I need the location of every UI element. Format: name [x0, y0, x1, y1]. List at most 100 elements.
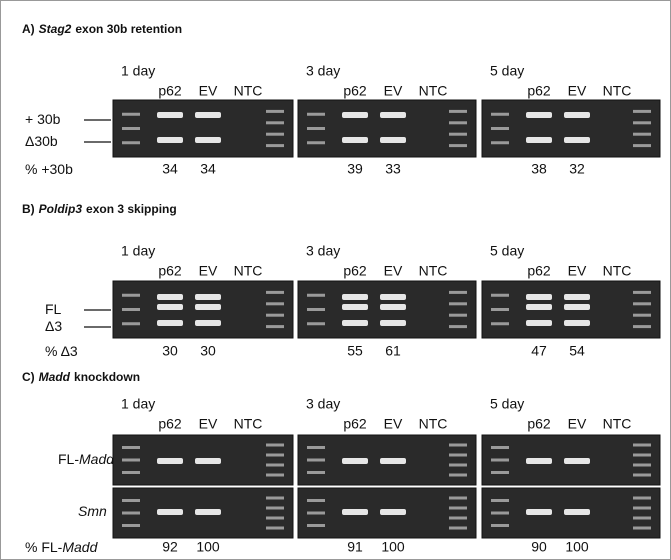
figure: A)Stag2exon 30b retention+ 30bΔ30b% +30b…: [0, 0, 671, 560]
panel-title-text: exon 30b retention: [75, 22, 182, 36]
band-label: FL: [45, 301, 62, 317]
band-label: FL-Madd: [58, 451, 115, 467]
sample-band: [526, 509, 552, 515]
ladder-band: [449, 291, 467, 294]
day-label: 5 day: [490, 243, 524, 259]
ladder-band: [266, 302, 284, 305]
percent-value: 100: [565, 539, 589, 555]
sample-band: [380, 320, 406, 326]
ladder-band: [633, 497, 651, 500]
ladder-band: [307, 459, 325, 462]
sample-band: [380, 509, 406, 515]
sample-band: [342, 112, 368, 118]
ladder-band: [633, 110, 651, 113]
sample-band: [564, 509, 590, 515]
ladder-band: [449, 444, 467, 447]
sample-band: [526, 137, 552, 143]
ladder-band: [307, 524, 325, 527]
sample-band: [342, 320, 368, 326]
percent-value: 32: [569, 161, 585, 177]
ladder-band: [449, 325, 467, 328]
ladder-band: [491, 141, 509, 144]
lane-label: EV: [384, 263, 403, 279]
panel-gene: Stag2: [39, 22, 72, 36]
ladder-band: [449, 121, 467, 124]
ladder-band: [449, 474, 467, 477]
ladder-band: [122, 322, 140, 325]
ladder-band: [266, 314, 284, 317]
ladder-band: [633, 144, 651, 147]
sample-band: [342, 294, 368, 300]
lane-label: EV: [199, 416, 218, 432]
ladder-band: [449, 314, 467, 317]
sample-band: [526, 112, 552, 118]
percent-value: 39: [347, 161, 363, 177]
ladder-band: [491, 512, 509, 515]
sample-band: [526, 458, 552, 464]
day-label: 3 day: [306, 63, 340, 79]
sample-band: [342, 509, 368, 515]
lane-label: p62: [527, 83, 551, 99]
ladder-band: [449, 110, 467, 113]
ladder-band: [266, 474, 284, 477]
ladder-band: [633, 527, 651, 530]
panel-label: A): [22, 22, 35, 36]
percent-label: % FL-Madd: [25, 539, 99, 555]
ladder-band: [266, 110, 284, 113]
panel-title-text: exon 3 skipping: [86, 202, 177, 216]
ladder-band: [449, 464, 467, 467]
ladder-band: [266, 144, 284, 147]
ladder-band: [307, 512, 325, 515]
ladder-band: [449, 144, 467, 147]
ladder-band: [307, 127, 325, 130]
ladder-band: [122, 471, 140, 474]
band-label-italic: Smn: [78, 503, 107, 519]
ladder-band: [633, 302, 651, 305]
ladder-band: [633, 507, 651, 510]
ladder-band: [266, 464, 284, 467]
band-label-text: FL: [45, 301, 62, 317]
sample-band: [526, 304, 552, 310]
percent-value: 54: [569, 343, 585, 359]
sample-band: [157, 320, 183, 326]
ladder-band: [491, 446, 509, 449]
lane-label: NTC: [234, 83, 263, 99]
ladder-band: [449, 517, 467, 520]
sample-band: [195, 304, 221, 310]
panel-label: B): [22, 202, 35, 216]
ladder-band: [122, 524, 140, 527]
lane-label: NTC: [419, 83, 448, 99]
ladder-band: [307, 446, 325, 449]
sample-band: [526, 320, 552, 326]
band-label: Δ3: [45, 318, 62, 334]
percent-value: 47: [531, 343, 547, 359]
ladder-band: [307, 113, 325, 116]
sample-band: [157, 304, 183, 310]
ladder-band: [633, 517, 651, 520]
panel-label: C): [22, 370, 35, 384]
sample-band: [157, 458, 183, 464]
lane-label: EV: [199, 83, 218, 99]
ladder-band: [633, 121, 651, 124]
sample-band: [380, 112, 406, 118]
lane-label: p62: [158, 263, 182, 279]
ladder-band: [449, 302, 467, 305]
sample-band: [564, 320, 590, 326]
sample-band: [157, 112, 183, 118]
ladder-band: [307, 471, 325, 474]
ladder-band: [122, 446, 140, 449]
ladder-band: [449, 507, 467, 510]
lane-label: NTC: [603, 416, 632, 432]
lane-label: EV: [568, 416, 587, 432]
ladder-band: [266, 325, 284, 328]
ladder-band: [266, 291, 284, 294]
sample-band: [195, 137, 221, 143]
panel-title-text: knockdown: [74, 370, 140, 384]
ladder-band: [266, 517, 284, 520]
band-label-text: Δ30b: [25, 133, 58, 149]
percent-value: 34: [162, 161, 178, 177]
day-label: 5 day: [490, 396, 524, 412]
sample-band: [157, 137, 183, 143]
ladder-band: [491, 113, 509, 116]
